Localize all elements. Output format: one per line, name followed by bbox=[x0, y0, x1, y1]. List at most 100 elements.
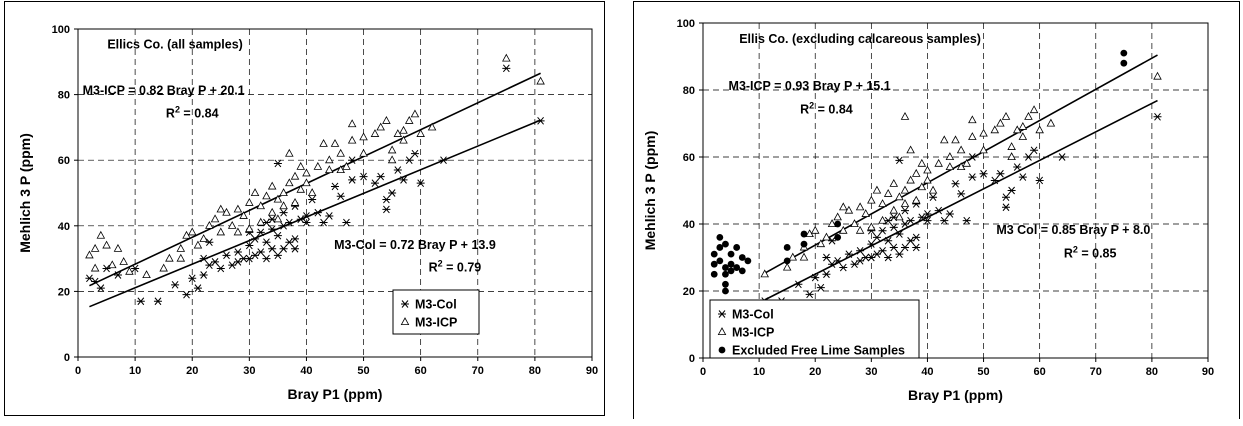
data-point bbox=[760, 269, 769, 278]
data-point bbox=[834, 234, 842, 241]
data-point bbox=[929, 193, 938, 202]
data-point bbox=[934, 158, 943, 167]
y-axis-label: Mehlich 3 P (ppm) bbox=[642, 131, 658, 251]
data-point bbox=[393, 166, 402, 174]
data-point bbox=[895, 156, 904, 165]
data-point bbox=[90, 243, 100, 252]
data-point bbox=[211, 258, 220, 266]
data-point bbox=[951, 135, 960, 144]
data-point bbox=[722, 270, 729, 278]
data-point bbox=[722, 240, 729, 248]
data-point bbox=[359, 148, 368, 157]
data-point bbox=[979, 128, 988, 137]
x-tick-label: 40 bbox=[300, 365, 312, 377]
data-point bbox=[912, 233, 921, 242]
legend-label: M3-Col bbox=[415, 298, 457, 312]
data-point bbox=[1002, 203, 1010, 212]
data-point bbox=[990, 125, 1000, 134]
data-point bbox=[90, 263, 100, 272]
data-point bbox=[193, 284, 202, 292]
y-tick-label: 80 bbox=[58, 90, 70, 102]
data-point bbox=[1029, 105, 1039, 114]
data-point bbox=[336, 165, 345, 174]
data-point bbox=[439, 156, 448, 165]
data-point bbox=[399, 176, 408, 184]
data-point bbox=[716, 234, 724, 241]
data-point bbox=[878, 246, 887, 255]
x-tick-label: 80 bbox=[1146, 366, 1158, 378]
data-point bbox=[906, 145, 915, 154]
data-point bbox=[131, 264, 140, 273]
data-point bbox=[502, 53, 511, 62]
data-point bbox=[878, 226, 887, 235]
data-point bbox=[917, 158, 927, 167]
data-point bbox=[216, 204, 226, 213]
data-point bbox=[233, 204, 243, 213]
data-point bbox=[710, 260, 718, 268]
data-point bbox=[1153, 112, 1162, 121]
data-point bbox=[733, 244, 741, 251]
data-point bbox=[250, 188, 260, 196]
data-point bbox=[262, 238, 271, 247]
data-point bbox=[273, 194, 283, 203]
data-point bbox=[370, 179, 379, 187]
data-point bbox=[968, 115, 977, 124]
data-point bbox=[1007, 152, 1016, 160]
data-point bbox=[382, 205, 391, 214]
data-point bbox=[370, 129, 380, 137]
y-tick-label: 0 bbox=[689, 353, 695, 365]
legend-label: M3-ICP bbox=[415, 316, 457, 330]
data-point bbox=[347, 119, 357, 128]
data-point bbox=[319, 138, 328, 147]
scatter-chart-left: 0 20 40 60 80 100 0 10 20 30 40 50 60 70 80 90 Bray P1 (… bbox=[17, 24, 598, 402]
data-point bbox=[256, 201, 266, 210]
data-point bbox=[302, 218, 311, 227]
data-point bbox=[956, 145, 966, 154]
data-point bbox=[142, 270, 151, 278]
data-point bbox=[348, 156, 357, 165]
data-point bbox=[502, 64, 511, 73]
data-point bbox=[245, 198, 254, 206]
chart-annotation: M3-ICP = 0.93 Bray P + 15.1 bbox=[729, 79, 891, 93]
x-tick-label: 40 bbox=[921, 366, 933, 378]
scatter-chart-right: 0 20 40 60 80 100 0 10 20 30 40 50 60 70 80 90 Bray P1 (… bbox=[642, 18, 1214, 403]
data-point bbox=[176, 253, 186, 262]
data-point bbox=[783, 244, 791, 251]
data-point bbox=[900, 185, 910, 194]
data-point bbox=[536, 76, 545, 85]
data-point bbox=[1002, 193, 1010, 202]
data-point bbox=[342, 161, 351, 170]
data-point bbox=[85, 250, 94, 259]
data-point bbox=[336, 148, 345, 157]
data-point bbox=[102, 240, 111, 249]
data-point bbox=[273, 231, 282, 240]
chart-annotation: R2 = 0.84 bbox=[800, 100, 853, 116]
data-point bbox=[900, 111, 910, 120]
x-tick-label: 80 bbox=[529, 365, 541, 377]
data-point bbox=[267, 181, 277, 190]
data-point bbox=[199, 254, 208, 263]
data-point bbox=[1058, 153, 1067, 161]
data-point bbox=[159, 263, 168, 272]
chart-annotation: M3-Col = 0.72 Bray P + 13.9 bbox=[334, 238, 496, 252]
data-point bbox=[968, 132, 977, 140]
data-point bbox=[911, 168, 921, 177]
x-tick-label: 0 bbox=[75, 365, 81, 377]
data-point bbox=[738, 254, 746, 261]
data-point bbox=[710, 270, 718, 278]
chart-annotation: M3 Col = 0.85 Bray P + 8.0 bbox=[996, 223, 1150, 237]
data-point bbox=[262, 254, 271, 263]
data-point bbox=[268, 244, 277, 253]
data-point bbox=[996, 118, 1005, 127]
data-point bbox=[900, 199, 910, 207]
data-point bbox=[267, 207, 277, 216]
chart-annotation: Ellics Co. (all samples) bbox=[107, 38, 242, 52]
data-point bbox=[979, 145, 988, 154]
data-point bbox=[227, 220, 237, 229]
data-point bbox=[222, 251, 231, 260]
data-point bbox=[171, 281, 180, 289]
data-point bbox=[816, 283, 825, 292]
series-excluded-free-lime-samples bbox=[710, 49, 1128, 295]
data-point bbox=[1007, 186, 1016, 195]
data-point bbox=[233, 227, 243, 236]
